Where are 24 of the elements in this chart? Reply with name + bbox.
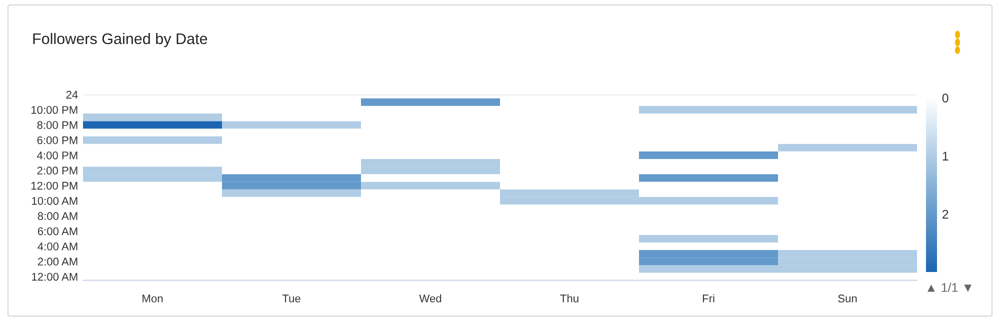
y-tick-label: 12:00 PM: [31, 182, 78, 190]
x-tick-label: Wed: [419, 294, 442, 302]
color-bar-label: 0: [942, 94, 948, 102]
y-tick-label: 2:00 AM: [38, 258, 78, 266]
color-bar-label: 2: [942, 210, 948, 219]
y-tick-label: 10:00 AM: [32, 196, 78, 205]
y-tick-label: 4:00 AM: [38, 242, 78, 250]
y-tick-label: 2:00 PM: [37, 166, 78, 175]
color-bar-label: 1: [942, 152, 948, 160]
x-tick-label: Thu: [560, 294, 578, 302]
y-tick-label: 24: [66, 90, 78, 99]
x-tick-label: Fri: [702, 294, 714, 302]
x-tick-label: Tue: [282, 294, 300, 302]
x-tick-label: Mon: [142, 294, 163, 302]
y-tick-label: 8:00 AM: [38, 212, 78, 220]
text: ▲ 1/1 ▼: [928, 282, 972, 292]
y-tick-label: 8:00 PM: [37, 121, 78, 130]
y-tick-label: 4:00 PM: [37, 151, 78, 160]
y-tick-label: 12:00 AM: [32, 272, 78, 281]
y-tick-label: 6:00 AM: [38, 227, 78, 236]
y-tick-label: 6:00 PM: [37, 136, 78, 144]
chart-title: Followers Gained by Date: [33, 32, 208, 48]
x-tick-label: Sun: [838, 294, 857, 302]
y-tick-label: 10:00 PM: [31, 106, 78, 114]
